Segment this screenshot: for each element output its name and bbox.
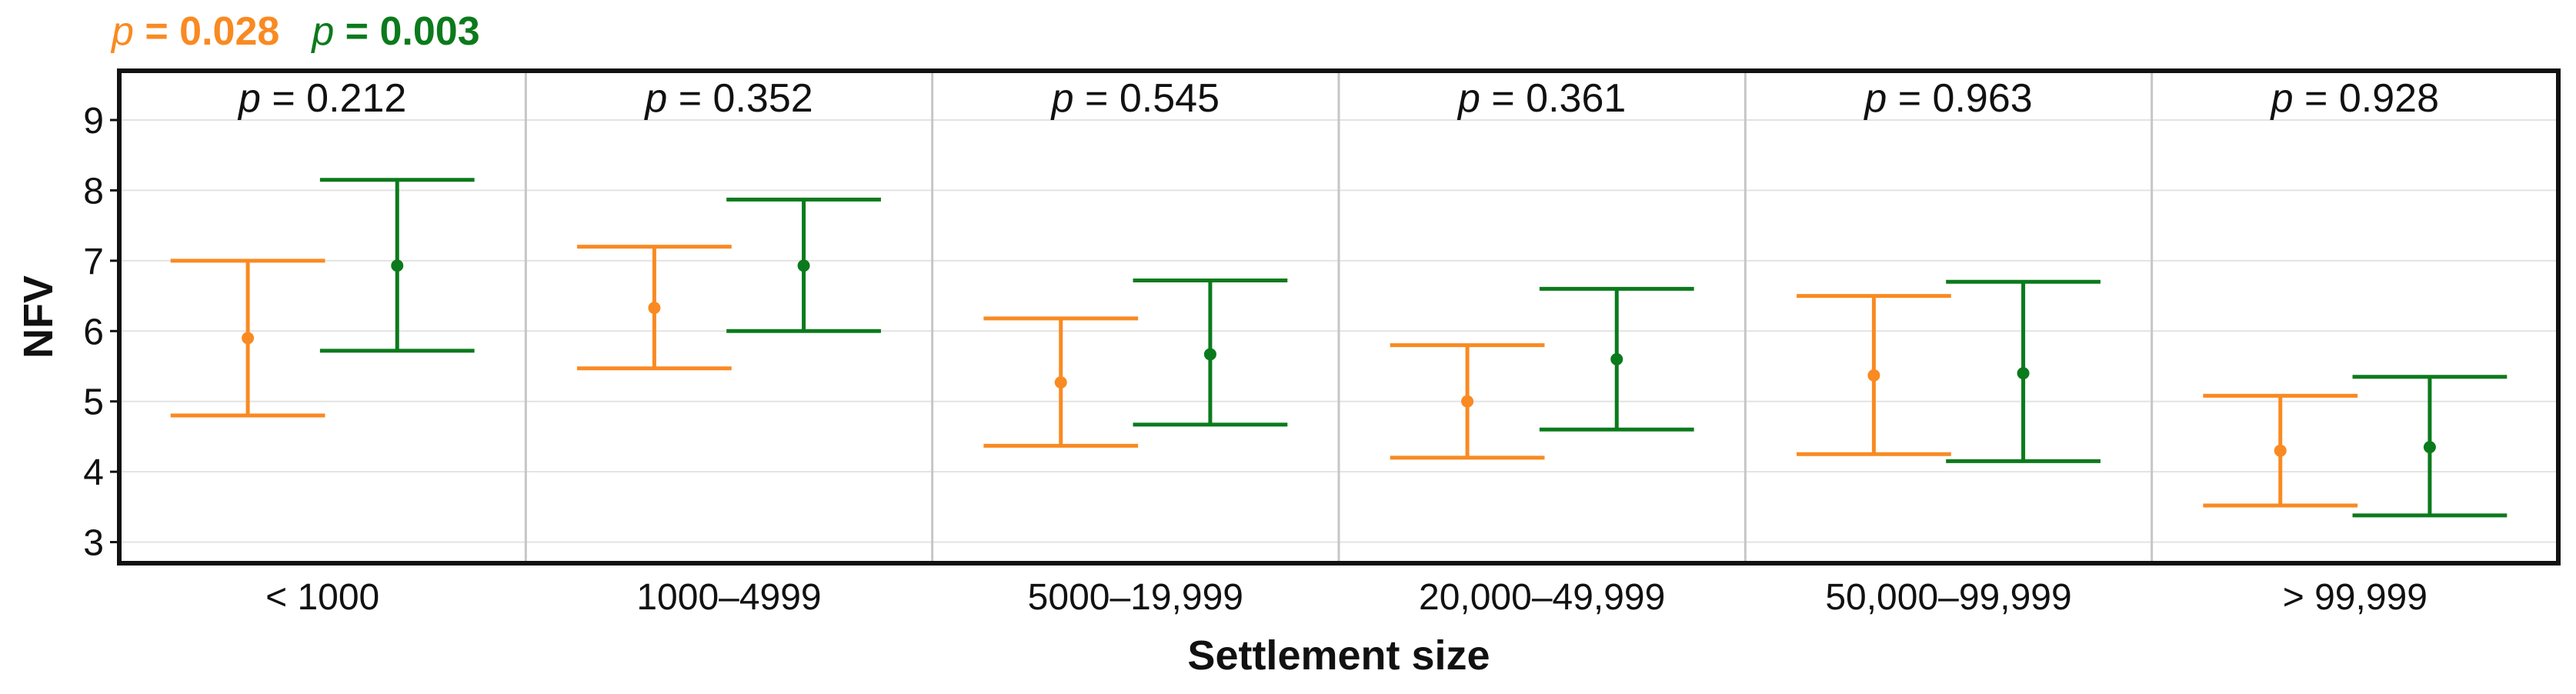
mean-point <box>1867 369 1880 382</box>
legend: p = 0.028 p = 0.003 <box>110 9 480 54</box>
x-tick-label: 50,000–99,999 <box>1825 577 2071 618</box>
panel-p-value: p = 0.212 <box>237 76 406 121</box>
y-tick-label: 6 <box>83 312 104 352</box>
y-tick-label: 5 <box>83 382 104 423</box>
legend-entry: p = 0.028 <box>110 9 279 54</box>
p-value: = 0.928 <box>2294 76 2439 121</box>
legend-p-value: = 0.028 <box>134 9 279 54</box>
legend-p-value: = 0.003 <box>334 9 479 54</box>
error-bar-green <box>726 197 881 333</box>
p-symbol: p <box>1863 76 1887 121</box>
y-tick-label: 3 <box>83 523 104 564</box>
y-tick-label: 4 <box>83 452 104 493</box>
p-value: = 0.361 <box>1480 76 1626 121</box>
legend-p-symbol: p <box>110 9 134 54</box>
x-axis-ticks: < 1000 1000–4999 5000–19,999 20,000–49,999 5… <box>265 577 2428 618</box>
p-value: = 0.212 <box>261 76 406 121</box>
panel-p-value: p = 0.928 <box>2270 76 2439 121</box>
error-bar-orange <box>1797 294 1951 456</box>
x-tick-label: 1000–4999 <box>636 577 821 618</box>
panel-p-values: p = 0.212 p = 0.352 p = 0.545 p = 0.361 p = … <box>237 76 2439 121</box>
mean-point <box>2274 444 2287 457</box>
p-symbol: p <box>2270 76 2294 121</box>
p-symbol: p <box>643 76 667 121</box>
mean-point <box>648 302 661 315</box>
panel-dividers <box>524 71 2154 563</box>
p-symbol: p <box>1457 76 1480 121</box>
error-bar-green <box>1539 286 1694 432</box>
error-bar-orange <box>2203 393 2358 508</box>
legend-p-symbol: p <box>310 9 334 54</box>
y-axis-ticks: 3 4 5 6 7 8 9 <box>83 101 119 564</box>
error-bar-green <box>319 178 475 353</box>
mean-point <box>391 259 404 272</box>
panel-p-value: p = 0.545 <box>1050 76 1220 121</box>
error-bar-green <box>1133 278 1288 427</box>
error-bar-orange <box>1390 343 1545 460</box>
mean-point <box>1054 376 1067 389</box>
legend-entry: p = 0.003 <box>310 9 479 54</box>
p-symbol: p <box>1050 76 1074 121</box>
p-value: = 0.545 <box>1074 76 1220 121</box>
y-axis-label: NFV <box>15 275 62 359</box>
error-bars <box>170 178 2508 518</box>
panel-p-value: p = 0.352 <box>643 76 813 121</box>
x-tick-label: < 1000 <box>265 577 379 618</box>
error-bar-green <box>1946 279 2101 463</box>
x-tick-label: 20,000–49,999 <box>1419 577 1665 618</box>
panel-p-value: p = 0.963 <box>1863 76 2032 121</box>
error-bar-orange <box>983 316 1139 448</box>
y-tick-label: 8 <box>83 171 104 212</box>
plot-frame <box>117 68 2561 566</box>
mean-point <box>2423 441 2436 454</box>
error-bar-orange <box>170 259 325 418</box>
x-tick-label: > 99,999 <box>2283 577 2428 618</box>
y-tick-label: 9 <box>83 101 104 142</box>
error-bar-orange <box>577 245 732 371</box>
p-value: = 0.963 <box>1887 76 2032 121</box>
mean-point <box>242 332 255 345</box>
y-tick-label: 7 <box>83 242 104 282</box>
x-axis-label: Settlement size <box>1187 632 1490 679</box>
mean-point <box>1610 352 1623 365</box>
mean-point <box>797 259 810 272</box>
error-bar-green <box>2352 375 2508 518</box>
mean-point <box>1461 395 1474 408</box>
p-symbol: p <box>237 76 261 121</box>
mean-point <box>2017 367 2030 380</box>
mean-point <box>1203 348 1216 361</box>
panel-p-value: p = 0.361 <box>1457 76 1626 121</box>
x-tick-label: 5000–19,999 <box>1028 577 1243 618</box>
p-value: = 0.352 <box>667 76 813 121</box>
